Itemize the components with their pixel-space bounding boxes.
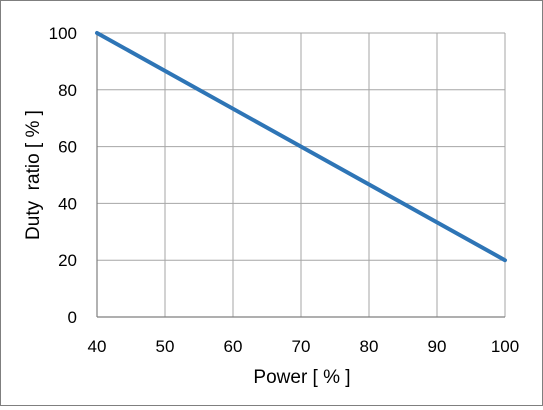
x-tick-label: 100: [491, 337, 519, 356]
y-tick-label: 40: [58, 194, 77, 213]
series-line-0: [95, 31, 507, 263]
x-tick-label: 60: [224, 337, 243, 356]
grid: [96, 32, 506, 318]
x-tick-label: 90: [428, 337, 447, 356]
y-tick-label: 80: [58, 81, 77, 100]
axes: [96, 33, 505, 318]
y-tick-label: 100: [49, 24, 77, 43]
x-tick-label: 80: [360, 337, 379, 356]
y-tick-label: 20: [58, 251, 77, 270]
x-tick-label: 70: [292, 337, 311, 356]
y-tick-label: 60: [58, 138, 77, 157]
y-axis-label: Duty ratio [ % ]: [23, 110, 44, 240]
y-tick-label: 0: [68, 308, 77, 327]
x-tick-label: 40: [88, 337, 107, 356]
x-axis-label: Power [ % ]: [253, 367, 350, 388]
tick-labels: 40 50 60 70 80 90 100 0 20 40 60 80 100: [49, 24, 520, 356]
x-tick-label: 50: [156, 337, 175, 356]
series-layer: [95, 31, 507, 263]
